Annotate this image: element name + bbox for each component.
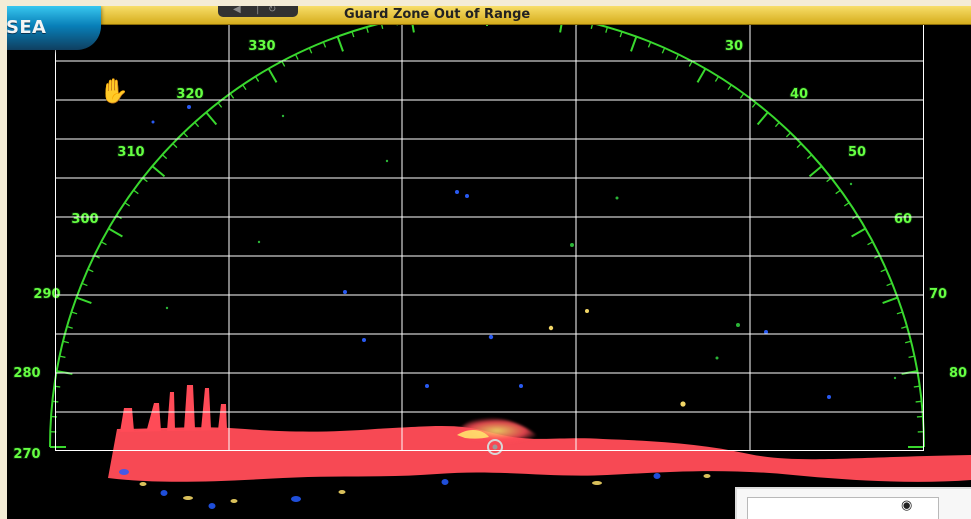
bearing-label: 60 xyxy=(894,212,912,227)
radar-speckle xyxy=(736,323,740,327)
bearing-label: 280 xyxy=(13,366,40,381)
back-icon[interactable]: ◀ xyxy=(233,6,241,15)
radar-speckle xyxy=(281,114,285,118)
bearing-label: 80 xyxy=(949,366,967,381)
bearing-label: 310 xyxy=(117,145,144,160)
corner-panel: ◉ xyxy=(735,487,971,519)
radar-speckle xyxy=(827,395,831,399)
return-fragment xyxy=(441,479,449,485)
radar-speckle xyxy=(455,190,459,194)
refresh-icon[interactable]: ↻ xyxy=(268,6,277,15)
return-fragment xyxy=(230,499,238,503)
banner-title: Guard Zone Out of Range xyxy=(344,7,531,22)
bearing-label: 320 xyxy=(176,87,203,102)
radar-speckle xyxy=(548,325,554,331)
return-fragment xyxy=(119,469,129,475)
status-banner: ◀ | ↻ Guard Zone Out of Range xyxy=(7,6,971,25)
vessel-center-dot xyxy=(492,444,498,450)
radar-speckle xyxy=(165,306,169,310)
radar-display[interactable]: ◀ | ↻ Guard Zone Out of Range SEA 330 30 3… xyxy=(7,6,971,519)
return-fragment xyxy=(139,482,147,486)
bearing-tick xyxy=(54,385,61,388)
bearing-tick xyxy=(915,400,922,403)
sea-logo: SEA xyxy=(7,6,101,50)
return-fragment xyxy=(592,481,602,485)
bearing-label: 30 xyxy=(725,39,743,54)
bearing-label: 70 xyxy=(929,287,947,302)
bearing-label: 300 xyxy=(71,212,98,227)
separator-icon: | xyxy=(256,6,260,15)
radar-speckle xyxy=(849,182,853,186)
radar-speckle xyxy=(257,240,261,244)
radar-speckle xyxy=(680,401,686,407)
radar-speckle xyxy=(362,338,366,342)
radar-speckle xyxy=(615,196,619,200)
radar-speckle xyxy=(764,330,768,334)
radar-speckle xyxy=(570,243,574,247)
radar-speckle xyxy=(385,159,389,163)
radar-speckle xyxy=(425,384,429,388)
return-fragment xyxy=(208,503,216,509)
bearing-label: 290 xyxy=(33,287,60,302)
return-fragment xyxy=(183,496,193,500)
radar-scope: 330 30 320 40 310 50 300 60 290 70 280 80 270 xyxy=(7,6,971,519)
hand-pointer-icon: ✋ xyxy=(99,77,129,105)
return-fragment xyxy=(291,496,301,502)
bearing-label: 330 xyxy=(248,39,275,54)
radar-speckle xyxy=(187,105,191,109)
bearing-label: 40 xyxy=(790,87,808,102)
bearing-label: 50 xyxy=(848,145,866,160)
vessel-center-icon: ◉ xyxy=(901,498,913,513)
return-fragment xyxy=(160,490,168,496)
panel-frame: ◉ xyxy=(747,497,939,519)
bearing-tick xyxy=(913,385,920,388)
logo-text: SEA xyxy=(7,17,47,38)
return-fragment xyxy=(338,490,346,494)
radar-speckle xyxy=(585,309,589,313)
radar-speckle xyxy=(488,334,494,340)
radar-speckle xyxy=(893,376,897,380)
radar-speckle xyxy=(151,120,155,124)
radar-speckle xyxy=(343,290,347,294)
radar-speckle xyxy=(465,194,469,198)
radar-speckle xyxy=(519,384,523,388)
return-fragment xyxy=(653,473,661,479)
return-fragment xyxy=(703,474,711,478)
banner-controls[interactable]: ◀ | ↻ xyxy=(218,6,298,17)
radar-speckle xyxy=(715,356,719,360)
bearing-label: 270 xyxy=(13,447,40,462)
bearing-tick xyxy=(52,400,59,403)
